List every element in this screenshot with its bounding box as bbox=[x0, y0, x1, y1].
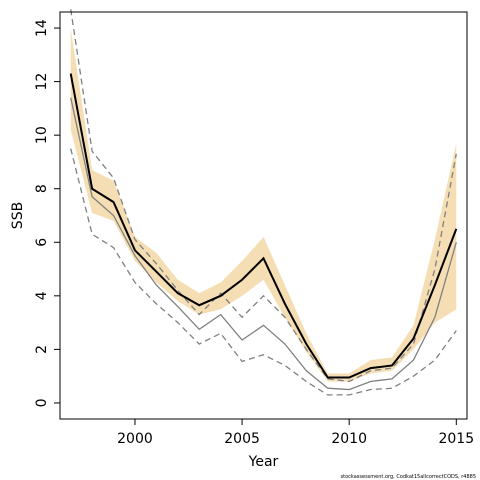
x-tick-label: 2000 bbox=[117, 431, 153, 447]
x-axis-title: Year bbox=[248, 454, 279, 470]
y-tick-label: 12 bbox=[34, 73, 50, 91]
series-line-layer bbox=[69, 9, 458, 396]
estimate-line bbox=[69, 73, 458, 379]
y-tick-label: 8 bbox=[34, 184, 50, 193]
confidence-band-layer bbox=[70, 28, 457, 382]
y-axis: 0 2 4 6 8 10 12 14 bbox=[34, 19, 60, 407]
y-tick-label: 2 bbox=[34, 345, 50, 354]
plot-frame bbox=[59, 11, 468, 420]
retro-upper-line bbox=[70, 9, 457, 383]
x-tick-label: 2005 bbox=[224, 431, 260, 447]
y-axis-title: SSB bbox=[10, 202, 26, 229]
y-tick-label: 6 bbox=[34, 238, 50, 247]
y-tick-label: 4 bbox=[34, 291, 50, 300]
y-tick-label: 10 bbox=[34, 126, 50, 144]
footer-credit: stockassessment.org, Codkat15allcorrectC… bbox=[341, 474, 476, 480]
confidence-band bbox=[70, 28, 457, 382]
retro-mid-line bbox=[70, 97, 457, 391]
y-tick-label: 14 bbox=[34, 19, 50, 37]
x-tick-label: 2010 bbox=[331, 431, 367, 447]
x-tick-label: 2015 bbox=[438, 431, 474, 447]
x-axis: 2000 2005 2010 2015 bbox=[117, 419, 474, 447]
y-tick-label: 0 bbox=[34, 398, 50, 407]
retro-lower-line bbox=[70, 148, 457, 396]
